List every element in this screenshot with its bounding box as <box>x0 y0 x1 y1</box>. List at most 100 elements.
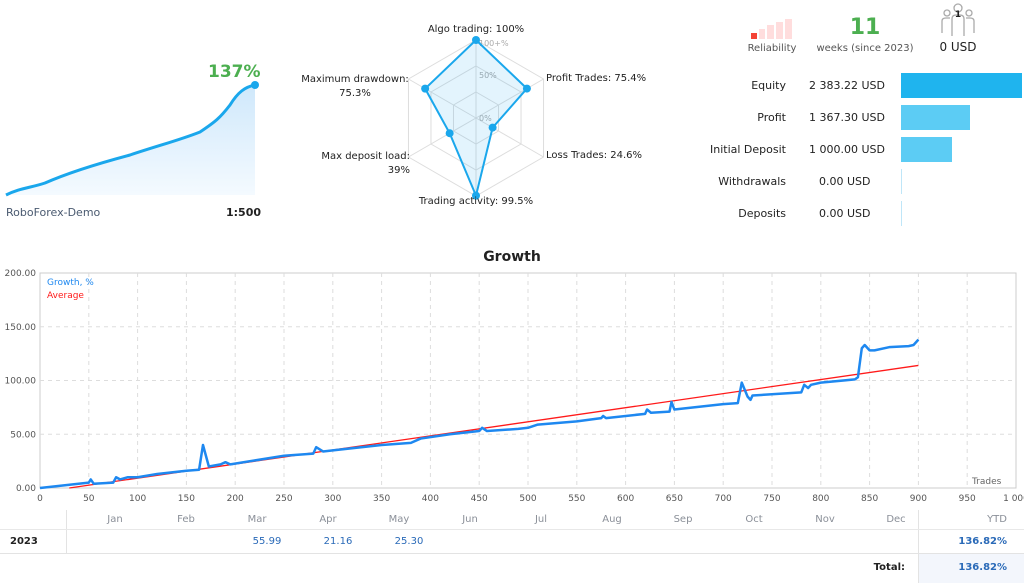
month-header-jul: Jul <box>534 514 548 525</box>
mini-growth-area <box>6 85 255 195</box>
x-tick-label: 950 <box>959 494 976 504</box>
mini-growth-endpoint <box>251 81 259 89</box>
initial-deposit-label: Initial Deposit <box>710 143 786 156</box>
profit-label: Profit <box>757 111 786 124</box>
x-tick-label: 500 <box>519 494 536 504</box>
month-value-apr[interactable]: 21.16 <box>323 536 353 547</box>
month-header-may: May <box>388 514 410 525</box>
x-tick-label: 700 <box>715 494 732 504</box>
x-tick-label: 50 <box>83 494 95 504</box>
x-tick-label: 300 <box>324 494 341 504</box>
ytd-header: YTD <box>987 514 1007 525</box>
equity-bar <box>901 73 1022 98</box>
radar-ring-label: 0% <box>479 114 492 123</box>
x-tick-label: 100 <box>129 494 146 504</box>
initial-deposit-value: 1 000.00 USD <box>809 143 885 156</box>
x-axis-label: Trades <box>972 477 1002 487</box>
radar-label-deposit-load: Max deposit load: 39% <box>321 151 410 176</box>
profit-bar <box>901 105 970 130</box>
month-value-may[interactable]: 25.30 <box>394 536 424 547</box>
month-header-mar: Mar <box>247 514 267 525</box>
x-tick-label: 250 <box>275 494 292 504</box>
month-header-oct: Oct <box>745 514 763 525</box>
radar-spoke <box>475 78 544 119</box>
month-header-sep: Sep <box>673 514 693 525</box>
radar-point <box>445 129 454 138</box>
x-tick-label: 0 <box>37 494 43 504</box>
radar-point <box>472 191 480 200</box>
x-tick-label: 350 <box>373 494 390 504</box>
withdrawals-bar <box>901 169 902 194</box>
radar-area <box>423 38 529 199</box>
x-tick-label: 200 <box>227 494 244 504</box>
month-header-feb: Feb <box>177 514 195 525</box>
x-tick-label: 400 <box>422 494 439 504</box>
total-value: 136.82% <box>958 562 1007 573</box>
radar-point <box>522 84 531 93</box>
x-tick-label: 650 <box>666 494 683 504</box>
radar-label-profit: Profit Trades: 75.4% <box>546 73 647 84</box>
growth-line <box>39 338 920 490</box>
server-name[interactable]: RoboForex-Demo <box>6 206 101 219</box>
subscribers-icon <box>941 3 975 36</box>
subscribers-count: 1 <box>954 10 962 20</box>
y-tick-label: 0.00 <box>16 484 36 494</box>
x-tick-label: 750 <box>763 494 780 504</box>
subscribers-funds: 0 USD <box>939 40 977 54</box>
monthly-returns-table: Jan Feb Mar 55.99 Apr 21.16 May 25.30 Jun Jul Aug S… <box>0 510 1024 583</box>
equity-value: 2 383.22 USD <box>809 79 885 92</box>
radar-label-drawdown: Maximum drawdown: 75.3% <box>301 74 409 99</box>
deposits-value: 0.00 USD <box>819 207 871 220</box>
month-header-aug: Aug <box>602 514 622 525</box>
x-tick-label: 450 <box>471 494 488 504</box>
radar-ring-label: 100+% <box>479 39 509 48</box>
equity-label: Equity <box>751 79 786 92</box>
radar-spoke <box>475 117 544 158</box>
month-header-nov: Nov <box>815 514 835 525</box>
radar-spoke <box>408 117 477 158</box>
mini-growth-chart <box>5 81 259 197</box>
radar-point <box>472 36 480 44</box>
month-value-mar[interactable]: 55.99 <box>252 536 282 547</box>
x-tick-label: 150 <box>178 494 195 504</box>
withdrawals-value: 0.00 USD <box>819 175 871 188</box>
radar-label-activity: Trading activity: 99.5% <box>418 196 534 207</box>
deposits-label: Deposits <box>738 207 786 220</box>
month-header-jan: Jan <box>107 514 123 525</box>
y-tick-label: 50.00 <box>10 430 36 440</box>
month-header-dec: Dec <box>886 514 906 525</box>
growth-chart: 0 50 100 150 200 250 300 350 400 450 500 550 600 650 7… <box>5 269 1024 504</box>
initial-deposit-bar <box>901 137 952 162</box>
reliability-label: Reliability <box>747 43 797 54</box>
x-tick-label: 850 <box>861 494 878 504</box>
x-tick-label: 900 <box>910 494 927 504</box>
weeks-label: weeks (since 2023) <box>816 43 914 54</box>
radar-point <box>488 123 497 132</box>
x-tick-label: 1 000 <box>1003 494 1024 504</box>
weeks-count: 11 <box>849 15 881 40</box>
month-header-jun: Jun <box>462 514 478 525</box>
mini-growth-line <box>5 83 256 197</box>
y-tick-label: 100.00 <box>5 377 37 387</box>
total-label: Total: <box>873 562 905 573</box>
radar-label-loss: Loss Trades: 24.6% <box>546 150 643 161</box>
x-tick-label: 800 <box>812 494 829 504</box>
average-line <box>69 364 919 489</box>
ytd-2023: 136.82% <box>958 536 1007 547</box>
radar-chart: 100+% 50% 0% <box>407 36 545 200</box>
y-tick-label: 200.00 <box>5 269 37 279</box>
radar-spoke <box>408 78 477 119</box>
legend-average: Average <box>47 291 84 301</box>
legend-growth: Growth, % <box>47 278 94 288</box>
profit-value: 1 367.30 USD <box>809 111 885 124</box>
year-2023: 2023 <box>10 536 38 547</box>
radar-point <box>421 84 430 93</box>
month-header-apr: Apr <box>319 514 337 525</box>
leverage: 1:500 <box>226 206 262 219</box>
growth-percent: 137% <box>208 62 261 82</box>
withdrawals-label: Withdrawals <box>718 175 786 188</box>
growth-chart-title: Growth <box>483 249 541 265</box>
radar-ring-label: 50% <box>479 71 497 80</box>
x-tick-label: 550 <box>568 494 585 504</box>
y-tick-label: 150.00 <box>5 323 37 333</box>
